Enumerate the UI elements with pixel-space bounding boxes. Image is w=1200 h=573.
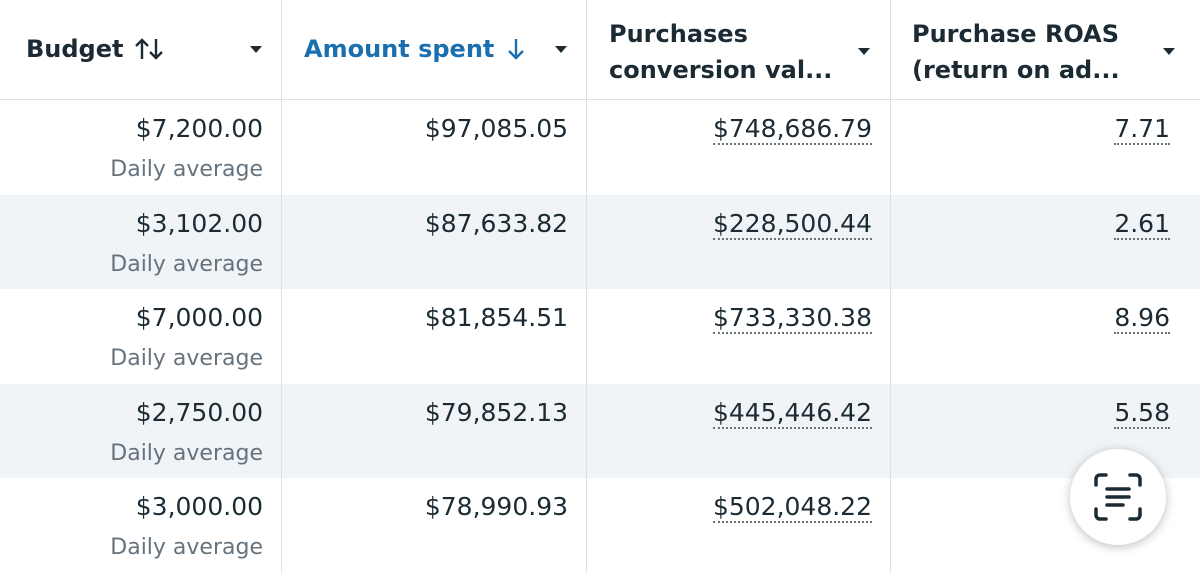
value-wrap: $733,330.38 [712,301,872,335]
dropdown-caret[interactable] [555,46,567,53]
table-cell: $3,000.00 Daily average [0,478,282,573]
dropdown-caret[interactable] [250,46,262,53]
budget-value: $7,000.00 [135,303,263,332]
sort-icon[interactable] [134,37,168,61]
header-text: Budget [26,35,124,63]
scan-button[interactable] [1070,449,1166,545]
budget-value: $7,200.00 [135,114,263,143]
table-row[interactable]: $7,200.00 Daily average $97,085.05 $748,686… [0,100,1200,195]
table-cell: 2.61 [891,195,1200,290]
header-text: Purchase ROAS (return on ad... [912,20,1120,84]
budget-value: $3,000.00 [135,492,263,521]
budget-value: $3,102.00 [135,208,263,238]
budget-note: Daily average [110,251,263,277]
budget-note: Daily average [110,535,263,560]
table-cell: $733,330.38 [587,289,891,384]
table-cell: $7,000.00 Daily average [0,289,282,384]
value-wrap: 8.96 [1114,301,1170,335]
scan-icon [1094,473,1142,521]
value-wrap: 2.61 [1114,207,1170,241]
conversion-value[interactable]: $445,446.42 [712,397,872,429]
roas-value[interactable]: 8.96 [1114,303,1170,334]
budget-value: $2,750.00 [135,397,263,427]
table-cell: 8.96 [891,289,1200,384]
sort-icon[interactable] [506,37,526,61]
value-wrap: $502,048.22 [712,490,872,524]
amount-spent: $78,990.93 [424,492,568,521]
value-wrap: $748,686.79 [712,112,872,146]
table-cell: $81,854.51 [282,289,587,384]
header-text: Purchases conversion val... [609,20,833,84]
conversion-value[interactable]: $748,686.79 [712,114,872,145]
budget-note: Daily average [110,157,263,182]
conversion-value[interactable]: $733,330.38 [712,303,872,334]
table-row[interactable]: $3,102.00 Daily average $87,633.82 $228,500… [0,194,1200,290]
roas-value[interactable]: 2.61 [1114,208,1170,240]
budget-note: Daily average [110,346,263,371]
table-cell: $2,750.00 Daily average [0,383,282,479]
table-cell: $502,048.22 [587,478,891,573]
amount-spent: $97,085.05 [424,114,568,143]
conversion-value[interactable]: $228,500.44 [712,208,872,240]
table-cell: $3,102.00 Daily average [0,194,282,290]
table-cell: 7.71 [891,100,1200,195]
table-cell: $228,500.44 [587,194,891,290]
table-cell: $78,990.93 [282,478,587,573]
roas-value[interactable]: 7.71 [1114,114,1170,145]
dropdown-caret[interactable] [858,48,870,55]
amount-spent: $79,852.13 [424,397,568,427]
table-cell: $97,085.05 [282,100,587,195]
conversion-value[interactable]: $502,048.22 [712,492,872,523]
table-cell: $445,446.42 [587,383,891,479]
table-row[interactable]: $2,750.00 Daily average $79,852.13 $445,446… [0,383,1200,479]
header-text: Amount spent [304,35,495,63]
table-cell: $79,852.13 [282,383,587,479]
column-header[interactable]: Purchase ROAS (return on ad... [891,0,1200,100]
column-header[interactable]: Purchases conversion val... [587,0,891,100]
value-wrap: $228,500.44 [712,207,872,241]
roas-value[interactable]: 5.58 [1114,397,1170,429]
table-row[interactable]: $7,000.00 Daily average $81,854.51 $733,330… [0,289,1200,384]
table-cell: 5.58 [891,384,1200,479]
budget-note: Daily average [110,440,263,466]
table-row[interactable]: $3,000.00 Daily average $78,990.93 $502,048… [0,478,1200,573]
value-wrap: 5.58 [1114,396,1170,430]
column-header[interactable]: Amount spent [282,0,587,100]
table-cell: $7,200.00 Daily average [0,100,282,195]
value-wrap: $445,446.42 [712,396,872,430]
table-cell: $87,633.82 [282,194,587,290]
dropdown-caret[interactable] [1163,48,1175,55]
amount-spent: $81,854.51 [424,303,568,332]
amount-spent: $87,633.82 [424,208,568,238]
table-cell: $748,686.79 [587,100,891,195]
value-wrap: 7.71 [1114,112,1170,146]
column-header[interactable]: Budget [0,0,282,100]
